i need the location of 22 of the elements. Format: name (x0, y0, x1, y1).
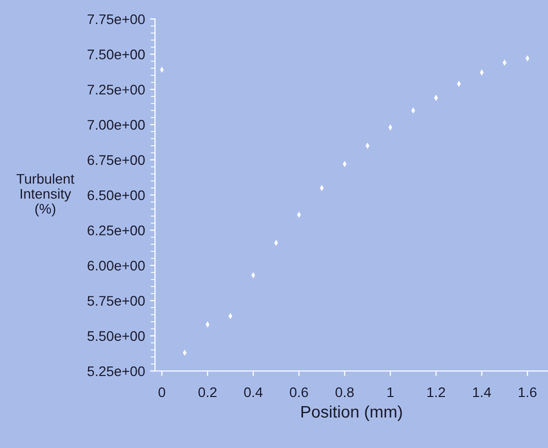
x-tick-label: 0.4 (244, 387, 262, 398)
y-tick-label: 6.00e+00 (88, 260, 145, 271)
x-tick-label: 1.4 (473, 387, 491, 398)
y-tick-label: 6.75e+00 (88, 155, 145, 165)
x-tick-label: 1.2 (427, 387, 445, 398)
y-axis-title: Turbulent Intensity (%) (16, 174, 74, 216)
y-tick-label: 7.25e+00 (88, 84, 145, 95)
x-tick-label: 0.6 (290, 387, 308, 398)
y-tick-label: 5.75e+00 (88, 296, 145, 306)
x-tick-label: 1.6 (518, 387, 536, 398)
y-tick-label: 6.25e+00 (88, 226, 145, 236)
y-tick-label: 5.25e+00 (88, 366, 145, 376)
x-axis-title: Position (mm) (301, 405, 402, 422)
y-tick-label: 5.50e+00 (88, 331, 145, 341)
x-tick-label: 1 (388, 387, 394, 398)
x-tick-label: 0.2 (198, 387, 217, 398)
y-tick-label: 6.50e+00 (88, 190, 145, 200)
y-tick-label: 7.50e+00 (88, 50, 145, 60)
y-tick-label: 7.00e+00 (88, 120, 145, 130)
x-tick-label: 0 (158, 387, 166, 398)
y-tick-label: 7.75e+00 (88, 14, 145, 24)
x-tick-label: 0.8 (336, 387, 354, 398)
